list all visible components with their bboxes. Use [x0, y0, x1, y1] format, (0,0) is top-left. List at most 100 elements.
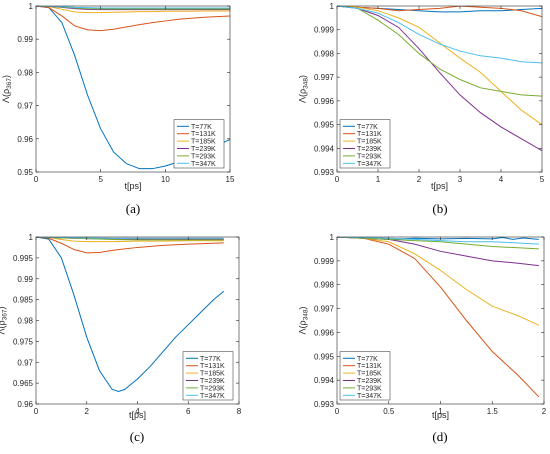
panel-label: (a)	[126, 201, 140, 216]
y-axis-label: Λ(ρ367)	[0, 307, 9, 335]
y-tick-label: 0.98	[17, 317, 33, 326]
series-line-t-347k	[36, 6, 230, 9]
legend-entry: T=293K	[357, 153, 382, 160]
y-tick-label: 0.995	[314, 121, 335, 130]
legend-entry: T=77K	[357, 356, 378, 363]
x-tick-label: 5	[540, 175, 545, 184]
series-line-t-185k	[337, 237, 540, 326]
y-axis-label-end: )	[0, 307, 7, 310]
x-tick-label: 1.5	[487, 407, 499, 416]
series-line-t-131k	[337, 237, 540, 398]
panel-label: (b)	[432, 201, 447, 216]
y-tick-label: 1	[29, 2, 34, 11]
y-tick-label: 1	[330, 233, 335, 242]
x-tick-label: 0.5	[383, 407, 395, 416]
y-axis-label-subscript: 367	[6, 78, 13, 89]
x-tick-label: 6	[186, 407, 191, 416]
y-tick-label: 0.999	[314, 257, 335, 266]
x-tick-label: 0	[335, 175, 340, 184]
series-line-t-131k	[36, 237, 224, 254]
legend-entry: T=347K	[357, 161, 382, 168]
legend-entry: T=293K	[357, 385, 382, 392]
axes-box	[35, 5, 231, 173]
y-tick-label: 0.993	[314, 400, 335, 409]
legend-entry: T=131K	[191, 131, 216, 138]
x-axis-label: t[ps]	[129, 410, 146, 420]
x-tick-label: 0	[335, 407, 340, 416]
x-tick-label: 4	[499, 175, 504, 184]
chart-panel-4: 0 0.5 1 1.5 2 0.993 0.994 0.995 0.996 0.997 0.998 0…	[298, 233, 547, 444]
x-tick-label: 2	[417, 175, 422, 184]
series-line-t-185k	[36, 6, 230, 14]
chart-panel-1: 0 5 10 15 0.95 0.96 0.97 0.98 0.99 1 t[ps] Λ(ρ367) (…	[1, 2, 235, 216]
y-axis-label-end: )	[298, 307, 308, 310]
series-line-t-293k	[337, 6, 542, 97]
axes-box	[336, 5, 543, 173]
legend-entry: T=239K	[200, 378, 225, 385]
x-tick-label: 0	[34, 407, 39, 416]
series-line-t-131k	[337, 6, 542, 18]
y-tick-label: 0.99	[17, 275, 33, 284]
y-tick-label: 0.995	[13, 254, 34, 263]
y-tick-label: 0.995	[314, 352, 335, 361]
x-tick-label: 2	[85, 407, 90, 416]
legend-entry: T=131K	[357, 131, 382, 138]
y-tick-label: 1	[330, 2, 335, 11]
legend-entry: T=131K	[357, 363, 382, 370]
y-tick-label: 0.98	[17, 68, 33, 77]
y-axis-label-end: )	[1, 75, 11, 78]
legend-box	[339, 119, 391, 169]
legend-entry: T=185K	[191, 139, 216, 146]
series-line-t-239k	[337, 6, 542, 152]
legend-entry: T=293K	[191, 153, 216, 160]
chart-panel-2: 0 1 2 3 4 5 0.993 0.994 0.995 0.996 0.997 0.998 0.99…	[298, 2, 545, 216]
x-axis-label: t[ps]	[431, 181, 448, 191]
panel-label: (c)	[130, 429, 144, 444]
legend-entry: T=293K	[200, 385, 225, 392]
y-axis-label: Λ(ρ348)	[298, 307, 310, 335]
x-axis-label: t[ps]	[124, 181, 141, 191]
x-tick-label: 15	[226, 175, 235, 184]
chart-panel-3: 0 2 4 6 8 0.96 0.965 0.97 0.975 0.98 0.985 0.99 0.99…	[0, 233, 242, 444]
legend-entry: T=77K	[191, 124, 212, 131]
y-tick-label: 0.999	[314, 26, 335, 35]
series-line-t-185k	[36, 237, 224, 243]
y-tick-label: 0.985	[13, 296, 34, 305]
y-tick-label: 0.99	[17, 35, 33, 44]
x-tick-label: 8	[237, 407, 242, 416]
series-line-t-77k	[36, 237, 225, 393]
legend-entry: T=77K	[200, 356, 221, 363]
y-tick-label: 0.965	[13, 379, 34, 388]
y-tick-label: 0.998	[314, 49, 335, 58]
legend-entry: T=239K	[357, 146, 382, 153]
x-tick-label: 3	[458, 175, 463, 184]
y-tick-label: 0.994	[314, 376, 335, 385]
x-tick-label: 1	[376, 175, 381, 184]
x-axis-label: t[ps]	[432, 410, 449, 420]
y-axis-label: Λ(ρ348)	[298, 75, 310, 103]
y-axis-label-subscript: 348	[303, 78, 310, 89]
y-tick-label: 0.993	[314, 168, 335, 177]
y-tick-label: 0.97	[17, 102, 33, 111]
legend-entry: T=131K	[200, 363, 225, 370]
series-line-t-347k	[337, 6, 542, 64]
y-tick-label: 1	[29, 233, 34, 242]
y-tick-label: 0.994	[314, 144, 335, 153]
x-tick-label: 5	[98, 175, 103, 184]
y-axis-label-subscript: 348	[303, 309, 310, 320]
legend-box	[182, 351, 234, 401]
legend-box	[339, 351, 391, 401]
legend-entry: T=347K	[200, 393, 225, 400]
legend-entry: T=239K	[357, 378, 382, 385]
y-tick-label: 0.96	[17, 400, 33, 409]
y-tick-label: 0.96	[17, 135, 33, 144]
legend-entry: T=239K	[191, 146, 216, 153]
x-tick-label: 4	[135, 407, 140, 416]
y-tick-label: 0.95	[17, 168, 33, 177]
legend-entry: T=185K	[200, 371, 225, 378]
y-tick-label: 0.997	[314, 305, 335, 314]
y-axis-label: Λ(ρ367)	[1, 75, 13, 103]
